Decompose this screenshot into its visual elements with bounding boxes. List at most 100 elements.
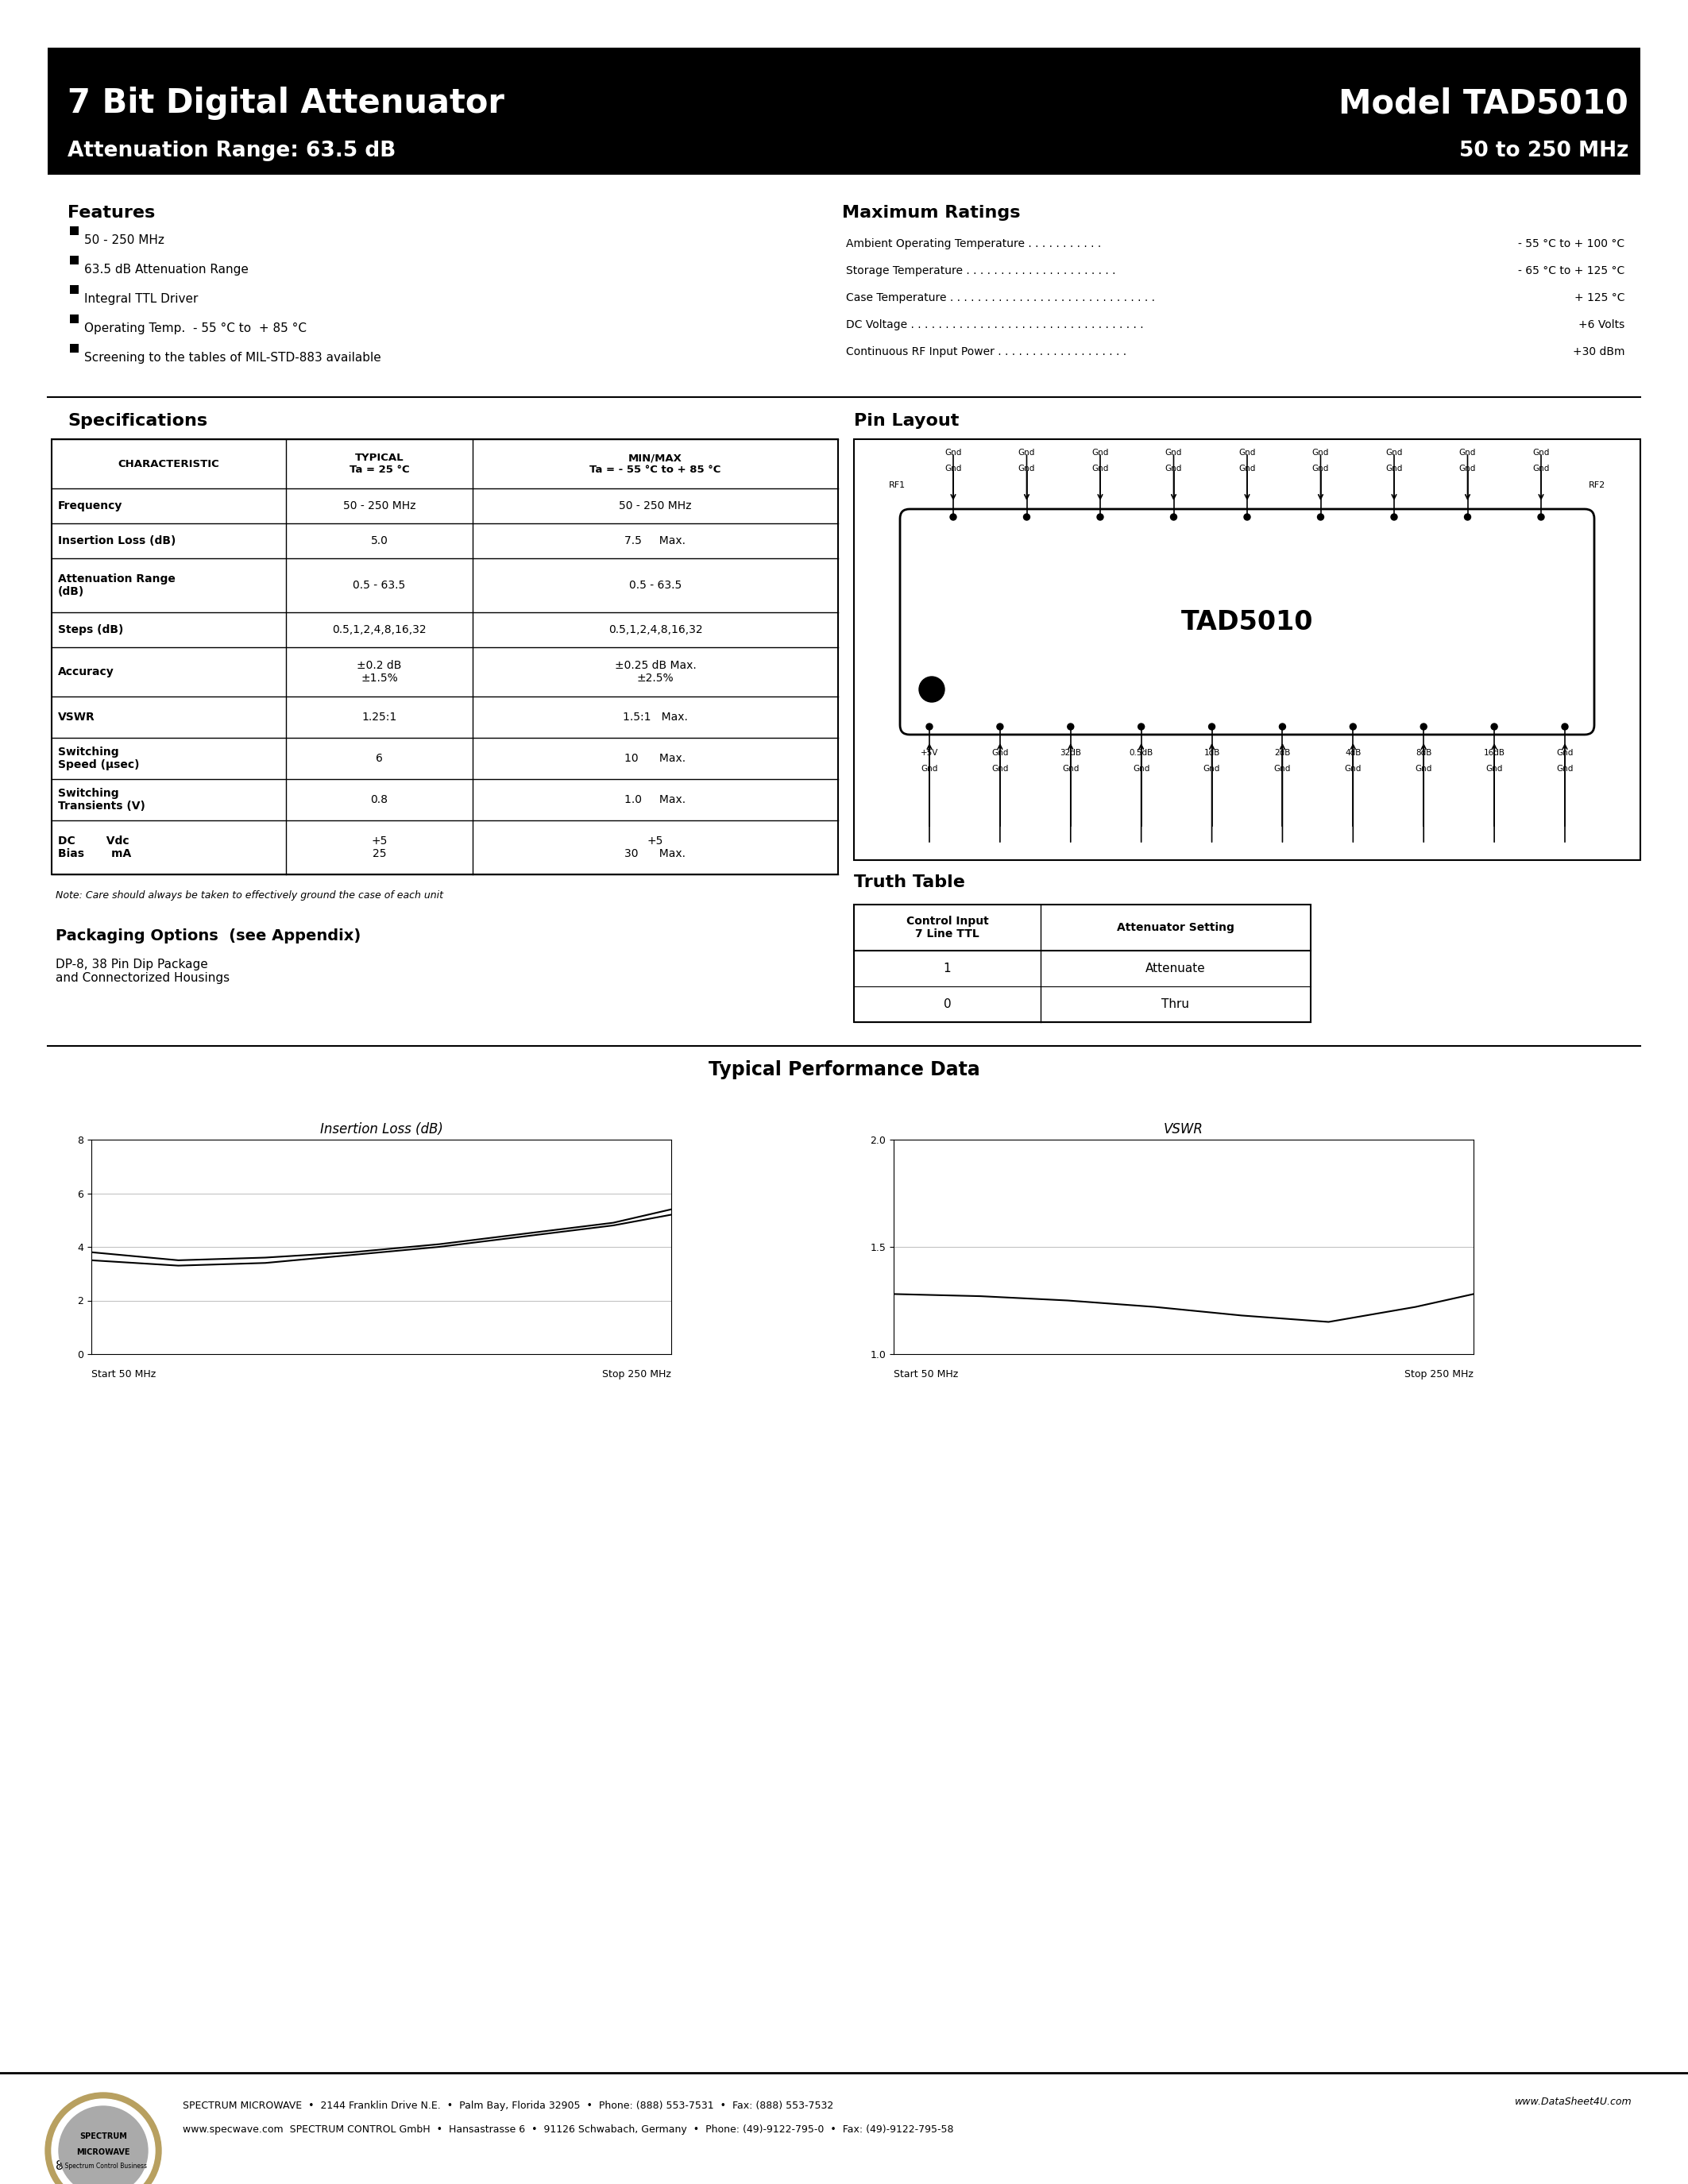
Text: Integral TTL Driver: Integral TTL Driver	[84, 293, 197, 306]
Text: Attenuate: Attenuate	[1146, 963, 1205, 974]
Text: Gnd: Gnd	[1062, 764, 1079, 773]
Text: 0.5 - 63.5: 0.5 - 63.5	[630, 579, 682, 592]
Text: Gnd: Gnd	[1018, 465, 1035, 472]
Title: VSWR: VSWR	[1163, 1123, 1204, 1136]
Text: +5
30      Max.: +5 30 Max.	[625, 836, 685, 858]
Text: Gnd: Gnd	[1312, 465, 1328, 472]
Circle shape	[1421, 723, 1426, 729]
Circle shape	[950, 513, 957, 520]
Text: 32dB: 32dB	[1060, 749, 1082, 758]
Text: 0: 0	[944, 998, 950, 1011]
Text: Gnd: Gnd	[1239, 448, 1256, 456]
Text: MICROWAVE: MICROWAVE	[76, 2149, 130, 2156]
Text: Attenuator Setting: Attenuator Setting	[1117, 922, 1234, 933]
Text: DC        Vdc
Bias       mA: DC Vdc Bias mA	[57, 836, 132, 858]
Text: 820: 820	[56, 2160, 79, 2173]
Text: DC Voltage . . . . . . . . . . . . . . . . . . . . . . . . . . . . . . . . . .: DC Voltage . . . . . . . . . . . . . . .…	[846, 319, 1143, 330]
Text: Gnd: Gnd	[1386, 465, 1403, 472]
Text: 1: 1	[944, 963, 950, 974]
Text: Switching
Transients (V): Switching Transients (V)	[57, 788, 145, 812]
Text: 1.0     Max.: 1.0 Max.	[625, 795, 685, 806]
Text: Gnd: Gnd	[1239, 465, 1256, 472]
Text: Gnd: Gnd	[1458, 448, 1475, 456]
Circle shape	[1023, 513, 1030, 520]
Circle shape	[998, 723, 1003, 729]
Text: +6 Volts: +6 Volts	[1578, 319, 1624, 330]
Text: 63.5 dB Attenuation Range: 63.5 dB Attenuation Range	[84, 264, 248, 275]
Text: 0.5 - 63.5: 0.5 - 63.5	[353, 579, 405, 592]
Text: +30 dBm: +30 dBm	[1573, 347, 1624, 358]
Text: +5
25: +5 25	[371, 836, 388, 858]
Circle shape	[46, 2092, 162, 2184]
Circle shape	[1538, 513, 1545, 520]
Text: 8dB: 8dB	[1416, 749, 1431, 758]
Text: Gnd: Gnd	[991, 749, 1008, 758]
Text: Gnd: Gnd	[1092, 448, 1109, 456]
Circle shape	[1244, 513, 1251, 520]
Circle shape	[52, 2099, 155, 2184]
Text: 0.5,1,2,4,8,16,32: 0.5,1,2,4,8,16,32	[333, 625, 427, 636]
Text: Continuous RF Input Power . . . . . . . . . . . . . . . . . . .: Continuous RF Input Power . . . . . . . …	[846, 347, 1126, 358]
Circle shape	[1491, 723, 1497, 729]
Bar	[854, 439, 1641, 860]
Text: Case Temperature . . . . . . . . . . . . . . . . . . . . . . . . . . . . . .: Case Temperature . . . . . . . . . . . .…	[846, 293, 1155, 304]
Circle shape	[918, 677, 945, 701]
Text: 50 - 250 MHz: 50 - 250 MHz	[343, 500, 415, 511]
Circle shape	[1209, 723, 1215, 729]
Text: RF2: RF2	[1588, 480, 1605, 489]
Text: Gnd: Gnd	[1485, 764, 1502, 773]
Text: TYPICAL
Ta = 25 °C: TYPICAL Ta = 25 °C	[349, 452, 408, 474]
Circle shape	[1138, 723, 1144, 729]
Text: +5V: +5V	[920, 749, 939, 758]
Bar	[69, 256, 79, 264]
Text: Gnd: Gnd	[1533, 465, 1550, 472]
Circle shape	[1170, 513, 1177, 520]
Text: 10      Max.: 10 Max.	[625, 753, 685, 764]
Text: Control Input
7 Line TTL: Control Input 7 Line TTL	[906, 915, 989, 939]
Text: Steps (dB): Steps (dB)	[57, 625, 123, 636]
Text: Gnd: Gnd	[1092, 465, 1109, 472]
Text: Typical Performance Data: Typical Performance Data	[709, 1059, 979, 1079]
Text: www.specwave.com  SPECTRUM CONTROL GmbH  •  Hansastrasse 6  •  91126 Schwabach, : www.specwave.com SPECTRUM CONTROL GmbH •…	[182, 2125, 954, 2134]
Text: 0.5,1,2,4,8,16,32: 0.5,1,2,4,8,16,32	[608, 625, 702, 636]
Bar	[854, 904, 1310, 1022]
Text: ±0.2 dB
±1.5%: ±0.2 dB ±1.5%	[356, 660, 402, 684]
Text: Frequency: Frequency	[57, 500, 123, 511]
Bar	[69, 227, 79, 236]
Text: 1.5:1   Max.: 1.5:1 Max.	[623, 712, 689, 723]
Circle shape	[1350, 723, 1355, 729]
Text: Gnd: Gnd	[1556, 764, 1573, 773]
Bar	[52, 439, 837, 489]
Circle shape	[1067, 723, 1074, 729]
Text: Attenuation Range: 63.5 dB: Attenuation Range: 63.5 dB	[68, 140, 397, 162]
Text: Gnd: Gnd	[1274, 764, 1291, 773]
Text: Start 50 MHz: Start 50 MHz	[893, 1369, 959, 1380]
Text: Storage Temperature . . . . . . . . . . . . . . . . . . . . . .: Storage Temperature . . . . . . . . . . …	[846, 264, 1116, 277]
Text: SPECTRUM MICROWAVE  •  2144 Franklin Drive N.E.  •  Palm Bay, Florida 32905  •  : SPECTRUM MICROWAVE • 2144 Franklin Drive…	[182, 2101, 834, 2112]
Text: Gnd: Gnd	[991, 764, 1008, 773]
Text: Gnd: Gnd	[922, 764, 939, 773]
Text: 50 - 250 MHz: 50 - 250 MHz	[619, 500, 692, 511]
Circle shape	[1097, 513, 1104, 520]
Text: - 65 °C to + 125 °C: - 65 °C to + 125 °C	[1518, 264, 1624, 277]
Text: Gnd: Gnd	[1312, 448, 1328, 456]
Text: A Spectrum Control Business: A Spectrum Control Business	[59, 2162, 147, 2171]
Bar	[69, 314, 79, 323]
Text: 5.0: 5.0	[371, 535, 388, 546]
Text: Gnd: Gnd	[1458, 465, 1475, 472]
Text: Thru: Thru	[1161, 998, 1190, 1011]
Text: 4dB: 4dB	[1345, 749, 1361, 758]
Text: 0.5dB: 0.5dB	[1129, 749, 1153, 758]
Text: Gnd: Gnd	[1533, 448, 1550, 456]
Bar	[854, 904, 1310, 950]
Text: Gnd: Gnd	[1018, 448, 1035, 456]
Text: 2dB: 2dB	[1274, 749, 1291, 758]
Text: Features: Features	[68, 205, 155, 221]
Text: Specifications: Specifications	[68, 413, 208, 428]
Text: Gnd: Gnd	[1133, 764, 1150, 773]
Text: Operating Temp.  - 55 °C to  + 85 °C: Operating Temp. - 55 °C to + 85 °C	[84, 323, 307, 334]
Title: Insertion Loss (dB): Insertion Loss (dB)	[319, 1123, 442, 1136]
Text: RF1: RF1	[890, 480, 905, 489]
Circle shape	[59, 2105, 149, 2184]
Text: Gnd: Gnd	[1204, 764, 1220, 773]
